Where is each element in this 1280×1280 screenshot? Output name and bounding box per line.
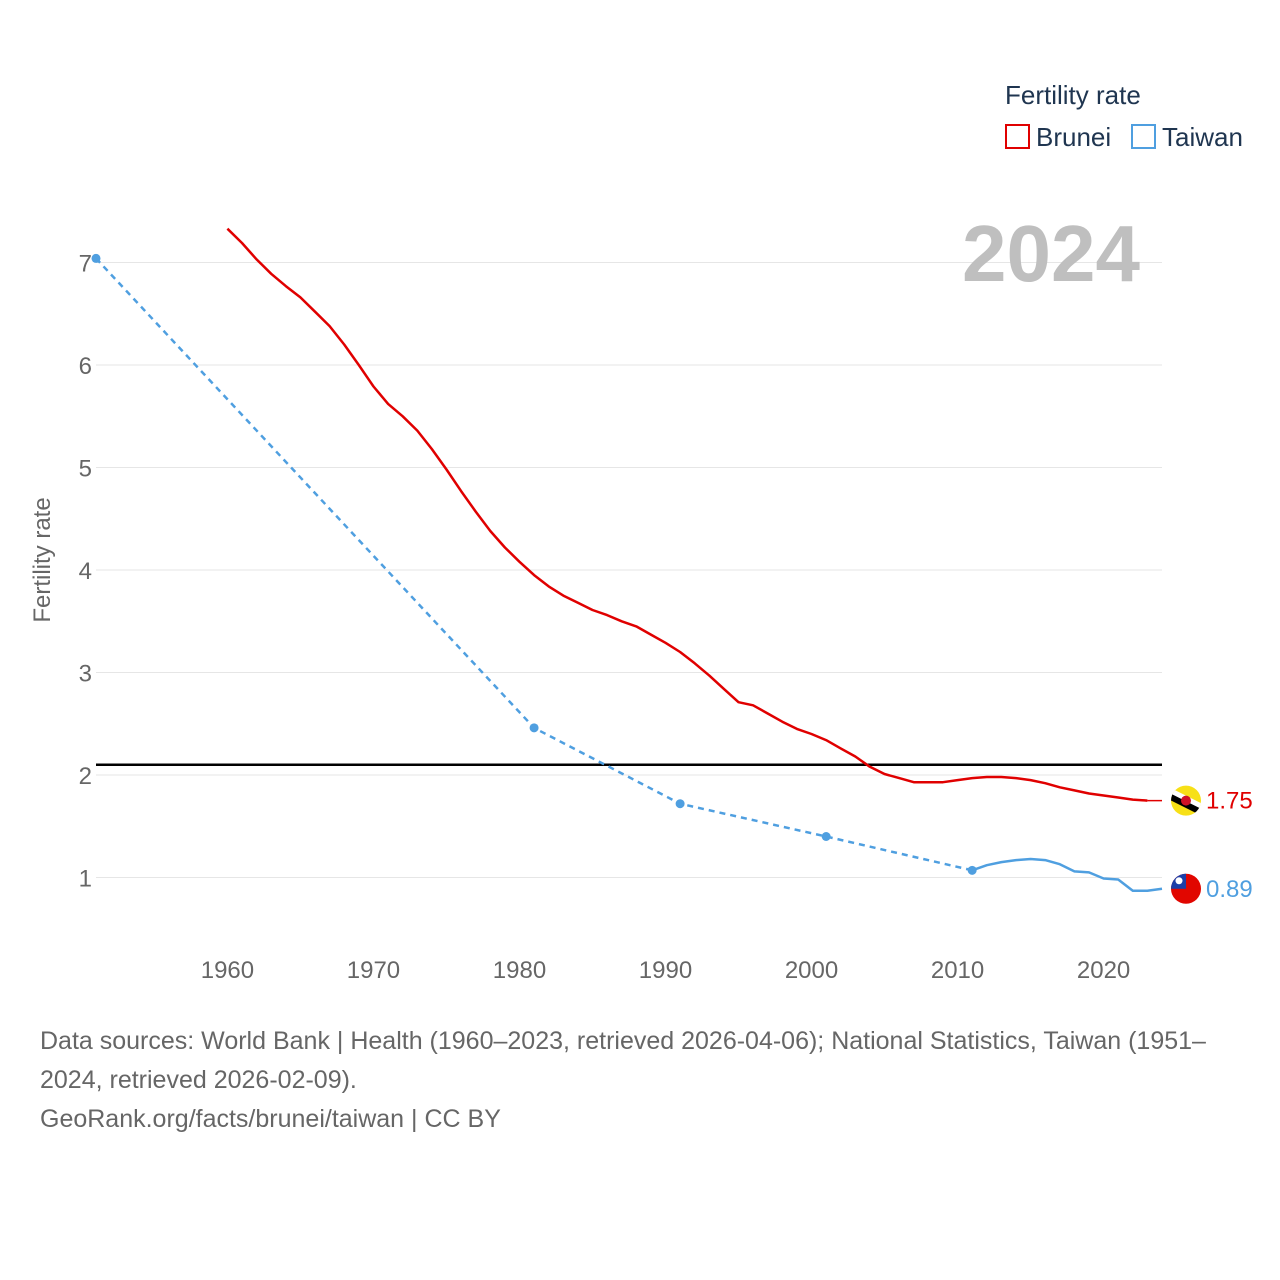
- x-tick-label: 2010: [931, 957, 984, 984]
- y-axis-ticks: 1 2 3 4 5 6 7: [79, 251, 92, 893]
- source-notes: Data sources: World Bank | Health (1960–…: [40, 1022, 1250, 1139]
- year-label: 2024: [962, 209, 1140, 298]
- legend-item-taiwan[interactable]: Taiwan: [1131, 122, 1243, 152]
- legend-swatch-brunei: [1005, 124, 1030, 149]
- brunei-flag-body: [1171, 785, 1201, 816]
- gridlines: [96, 262, 1162, 878]
- x-tick-label: 2000: [785, 957, 838, 984]
- series-line-brunei: [226, 227, 1148, 802]
- y-tick-label: 6: [79, 353, 92, 380]
- taiwan-flag-body: [1171, 873, 1201, 904]
- end-markers: 1.75 0.89: [1171, 785, 1253, 904]
- data-point-taiwan: [821, 832, 831, 841]
- series-line-taiwan-dashed: [95, 257, 973, 872]
- y-tick-label: 2: [79, 763, 92, 790]
- legend: Fertility rate Brunei Taiwan: [1005, 80, 1243, 152]
- end-label-brunei: 1.75: [1206, 788, 1253, 815]
- y-tick-label: 5: [79, 456, 92, 483]
- legend-title: Fertility rate: [1005, 80, 1141, 110]
- y-tick-label: 7: [79, 251, 92, 278]
- x-tick-label: 1960: [201, 957, 254, 984]
- series-lines: [91, 227, 1163, 893]
- x-tick-label: 1990: [639, 957, 692, 984]
- x-axis-ticks: 1960 1970 1980 1990 2000 2010 2020: [201, 957, 1131, 984]
- series-line-taiwan: [971, 857, 1163, 893]
- y-tick-label: 1: [79, 866, 92, 893]
- data-point-taiwan: [675, 799, 685, 809]
- data-point-taiwan: [529, 723, 539, 733]
- legend-item-brunei[interactable]: Brunei: [1005, 122, 1111, 152]
- end-label-taiwan: 0.89: [1206, 876, 1253, 903]
- brunei-flag-emblem: [1181, 795, 1191, 806]
- y-tick-label: 4: [79, 558, 92, 585]
- credit-text: GeoRank.org/facts/brunei/taiwan | CC BY: [40, 1105, 501, 1133]
- brunei-flag-icon: [1171, 785, 1201, 816]
- taiwan-flag-icon: [1171, 873, 1201, 904]
- data-point-taiwan: [967, 865, 977, 875]
- taiwan-flag-sun: [1175, 877, 1183, 885]
- legend-swatch-taiwan: [1131, 124, 1156, 149]
- y-tick-label: 3: [79, 661, 92, 688]
- legend-label-brunei: Brunei: [1036, 122, 1111, 152]
- x-tick-label: 1980: [493, 957, 546, 984]
- x-tick-label: 2020: [1077, 957, 1130, 984]
- data-point-taiwan: [91, 253, 101, 263]
- legend-label-taiwan: Taiwan: [1162, 122, 1243, 152]
- x-tick-label: 1970: [347, 957, 400, 984]
- y-axis-title: Fertility rate: [29, 497, 56, 622]
- data-sources-text: Data sources: World Bank | Health (1960–…: [40, 1027, 1206, 1094]
